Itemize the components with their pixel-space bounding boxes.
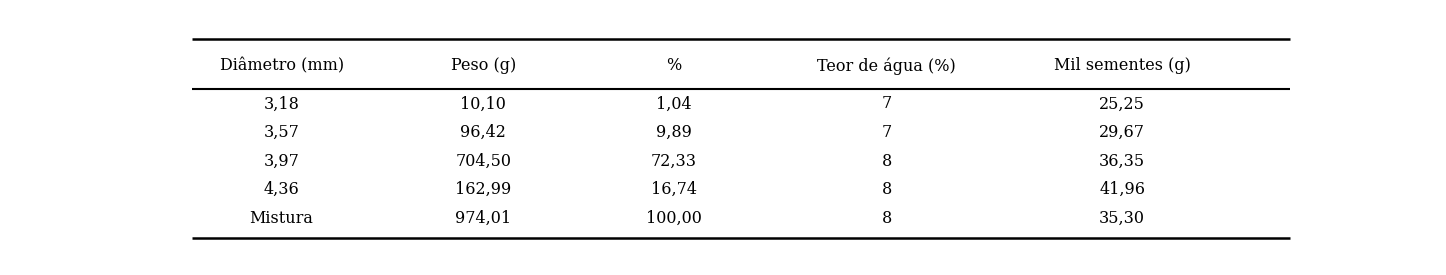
Text: Peso (g): Peso (g) [451, 57, 516, 74]
Text: 16,74: 16,74 [651, 181, 697, 198]
Text: 72,33: 72,33 [651, 153, 697, 170]
Text: 29,67: 29,67 [1099, 124, 1145, 141]
Text: 100,00: 100,00 [646, 210, 701, 227]
Text: 96,42: 96,42 [460, 124, 506, 141]
Text: 10,10: 10,10 [460, 95, 506, 112]
Text: 25,25: 25,25 [1099, 95, 1145, 112]
Text: 7: 7 [882, 95, 892, 112]
Text: 7: 7 [882, 124, 892, 141]
Text: Teor de água (%): Teor de água (%) [817, 57, 956, 75]
Text: Mistura: Mistura [250, 210, 314, 227]
Text: 162,99: 162,99 [455, 181, 512, 198]
Text: Mil sementes (g): Mil sementes (g) [1054, 57, 1190, 74]
Text: 8: 8 [882, 181, 892, 198]
Text: 974,01: 974,01 [455, 210, 512, 227]
Text: Diâmetro (mm): Diâmetro (mm) [220, 57, 344, 74]
Text: 1,04: 1,04 [656, 95, 691, 112]
Text: 36,35: 36,35 [1099, 153, 1145, 170]
Text: 4,36: 4,36 [263, 181, 299, 198]
Text: 704,50: 704,50 [455, 153, 512, 170]
Text: 41,96: 41,96 [1099, 181, 1145, 198]
Text: 3,18: 3,18 [263, 95, 299, 112]
Text: 9,89: 9,89 [656, 124, 691, 141]
Text: 8: 8 [882, 153, 892, 170]
Text: 3,57: 3,57 [263, 124, 299, 141]
Text: 3,97: 3,97 [263, 153, 299, 170]
Text: 8: 8 [882, 210, 892, 227]
Text: %: % [667, 57, 681, 74]
Text: 35,30: 35,30 [1099, 210, 1145, 227]
